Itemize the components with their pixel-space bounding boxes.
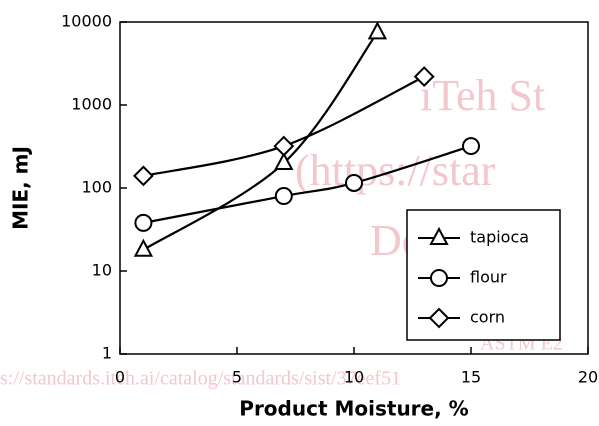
- y-tick-label: 1000: [71, 95, 112, 114]
- data-point: [274, 151, 294, 171]
- series-line: [143, 145, 472, 224]
- watermark-text: iTeh St: [420, 71, 545, 120]
- legend-label: flour: [470, 268, 507, 287]
- x-tick-label: 20: [578, 368, 598, 387]
- y-tick-label: 10: [92, 261, 112, 280]
- data-point: [132, 165, 154, 187]
- data-point: [134, 213, 153, 232]
- x-tick-label: 15: [461, 368, 481, 387]
- x-tick-label: 0: [115, 368, 125, 387]
- x-tick-label: 10: [344, 368, 364, 387]
- legend-marker: [429, 226, 449, 245]
- data-point: [274, 187, 293, 206]
- legend-marker: [428, 307, 450, 329]
- x-tick-label: 5: [232, 368, 242, 387]
- legend-label: tapioca: [470, 228, 529, 247]
- watermark-text: s://standards.iteh.ai/catalog/standards/…: [0, 368, 401, 390]
- data-point: [133, 238, 154, 257]
- y-tick-label: 10000: [61, 12, 112, 31]
- legend-marker: [430, 269, 448, 287]
- data-point: [273, 135, 295, 157]
- y-tick-label: 1: [102, 344, 112, 363]
- x-axis-title: Product Moisture, %: [239, 397, 468, 421]
- legend-label: corn: [470, 308, 505, 327]
- data-point: [367, 21, 388, 40]
- y-axis-title: MIE, mJ: [9, 146, 33, 230]
- data-point: [413, 66, 435, 87]
- y-tick-label: 100: [81, 178, 112, 197]
- data-point: [345, 173, 363, 192]
- data-point: [462, 137, 480, 156]
